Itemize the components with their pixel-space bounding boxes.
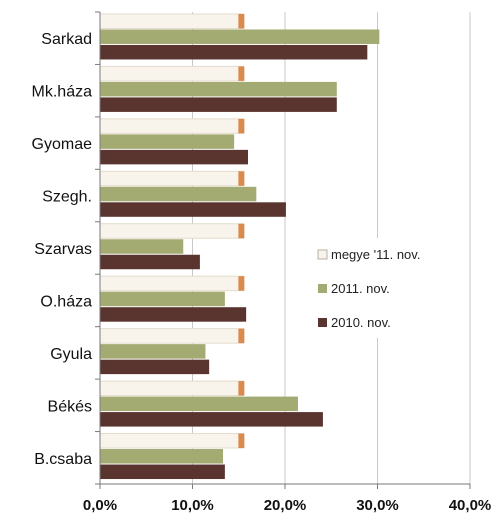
bar-1-9 <box>99 433 244 449</box>
bar-2-3 <box>100 134 235 149</box>
x-tick-label-0: 0,0% <box>83 497 117 514</box>
bar-2-9 <box>100 449 224 464</box>
category-label-6: O.háza <box>40 293 92 310</box>
x-tick-label-1: 10,0% <box>171 497 214 514</box>
category-label-9: B.csaba <box>34 451 92 468</box>
bar-1-5 <box>99 223 244 239</box>
x-tick-label-2: 20,0% <box>264 497 307 514</box>
bar-1-2 <box>99 65 244 82</box>
category-label-1: Sarkad <box>41 31 92 48</box>
bar-1-1 <box>99 13 244 29</box>
bar-1-4 <box>99 170 244 187</box>
category-label-4: Szegh. <box>42 189 92 206</box>
bar-3-6 <box>100 307 247 322</box>
bar-marker-2 <box>238 66 245 81</box>
legend: megye '11. nov. 2011. nov. 2010. nov. <box>310 238 460 338</box>
category-label-7: Gyula <box>50 346 92 363</box>
bar-marker-9 <box>238 433 245 449</box>
bar-marker-6 <box>238 276 245 291</box>
legend-swatch-3 <box>318 318 327 327</box>
bar-3-9 <box>100 464 225 480</box>
bar-2-1 <box>100 29 380 44</box>
bar-2-5 <box>100 239 184 254</box>
category-label-8: Békés <box>48 398 92 415</box>
bar-2-8 <box>100 396 298 412</box>
bars <box>99 13 380 480</box>
category-label-2: Mk.háza <box>32 84 93 101</box>
bar-3-1 <box>100 44 368 60</box>
bar-marker-4 <box>238 171 245 186</box>
bar-1-7 <box>99 328 244 344</box>
legend-box <box>310 238 460 338</box>
category-labels: Sarkad Mk.háza Gyomae Szegh. Szarvas O.háza Gy… <box>32 31 93 468</box>
bar-3-4 <box>100 202 286 217</box>
bar-marker-8 <box>238 381 245 396</box>
category-label-3: Gyomae <box>32 136 93 153</box>
bar-3-3 <box>100 149 248 165</box>
legend-swatch-2 <box>318 284 327 293</box>
bar-3-5 <box>100 254 200 270</box>
bar-3-8 <box>100 412 323 427</box>
bar-3-7 <box>100 359 210 375</box>
bar-3-2 <box>100 97 337 112</box>
legend-label-3: 2010. nov. <box>331 315 391 330</box>
bar-2-4 <box>100 186 257 202</box>
legend-label-2: 2011. nov. <box>331 281 390 296</box>
legend-swatch-1 <box>317 249 328 260</box>
bar-marker-5 <box>238 223 245 239</box>
bar-marker-3 <box>238 118 245 134</box>
bar-1-6 <box>99 275 244 292</box>
x-tick-label-3: 30,0% <box>356 497 399 514</box>
axes <box>95 11 471 489</box>
bar-1-3 <box>99 118 244 134</box>
category-label-5: Szarvas <box>34 241 92 258</box>
x-tick-label-4: 40,0% <box>449 497 492 514</box>
bar-2-7 <box>100 344 206 359</box>
legend-label-1: megye '11. nov. <box>331 247 420 262</box>
bar-2-2 <box>100 81 337 97</box>
x-tick-labels: 0,0% 10,0% 20,0% 30,0% 40,0% <box>83 497 491 514</box>
bar-marker-1 <box>238 13 245 29</box>
bar-1-8 <box>99 380 244 397</box>
bar-2-6 <box>100 291 225 307</box>
bar-marker-7 <box>238 328 245 344</box>
